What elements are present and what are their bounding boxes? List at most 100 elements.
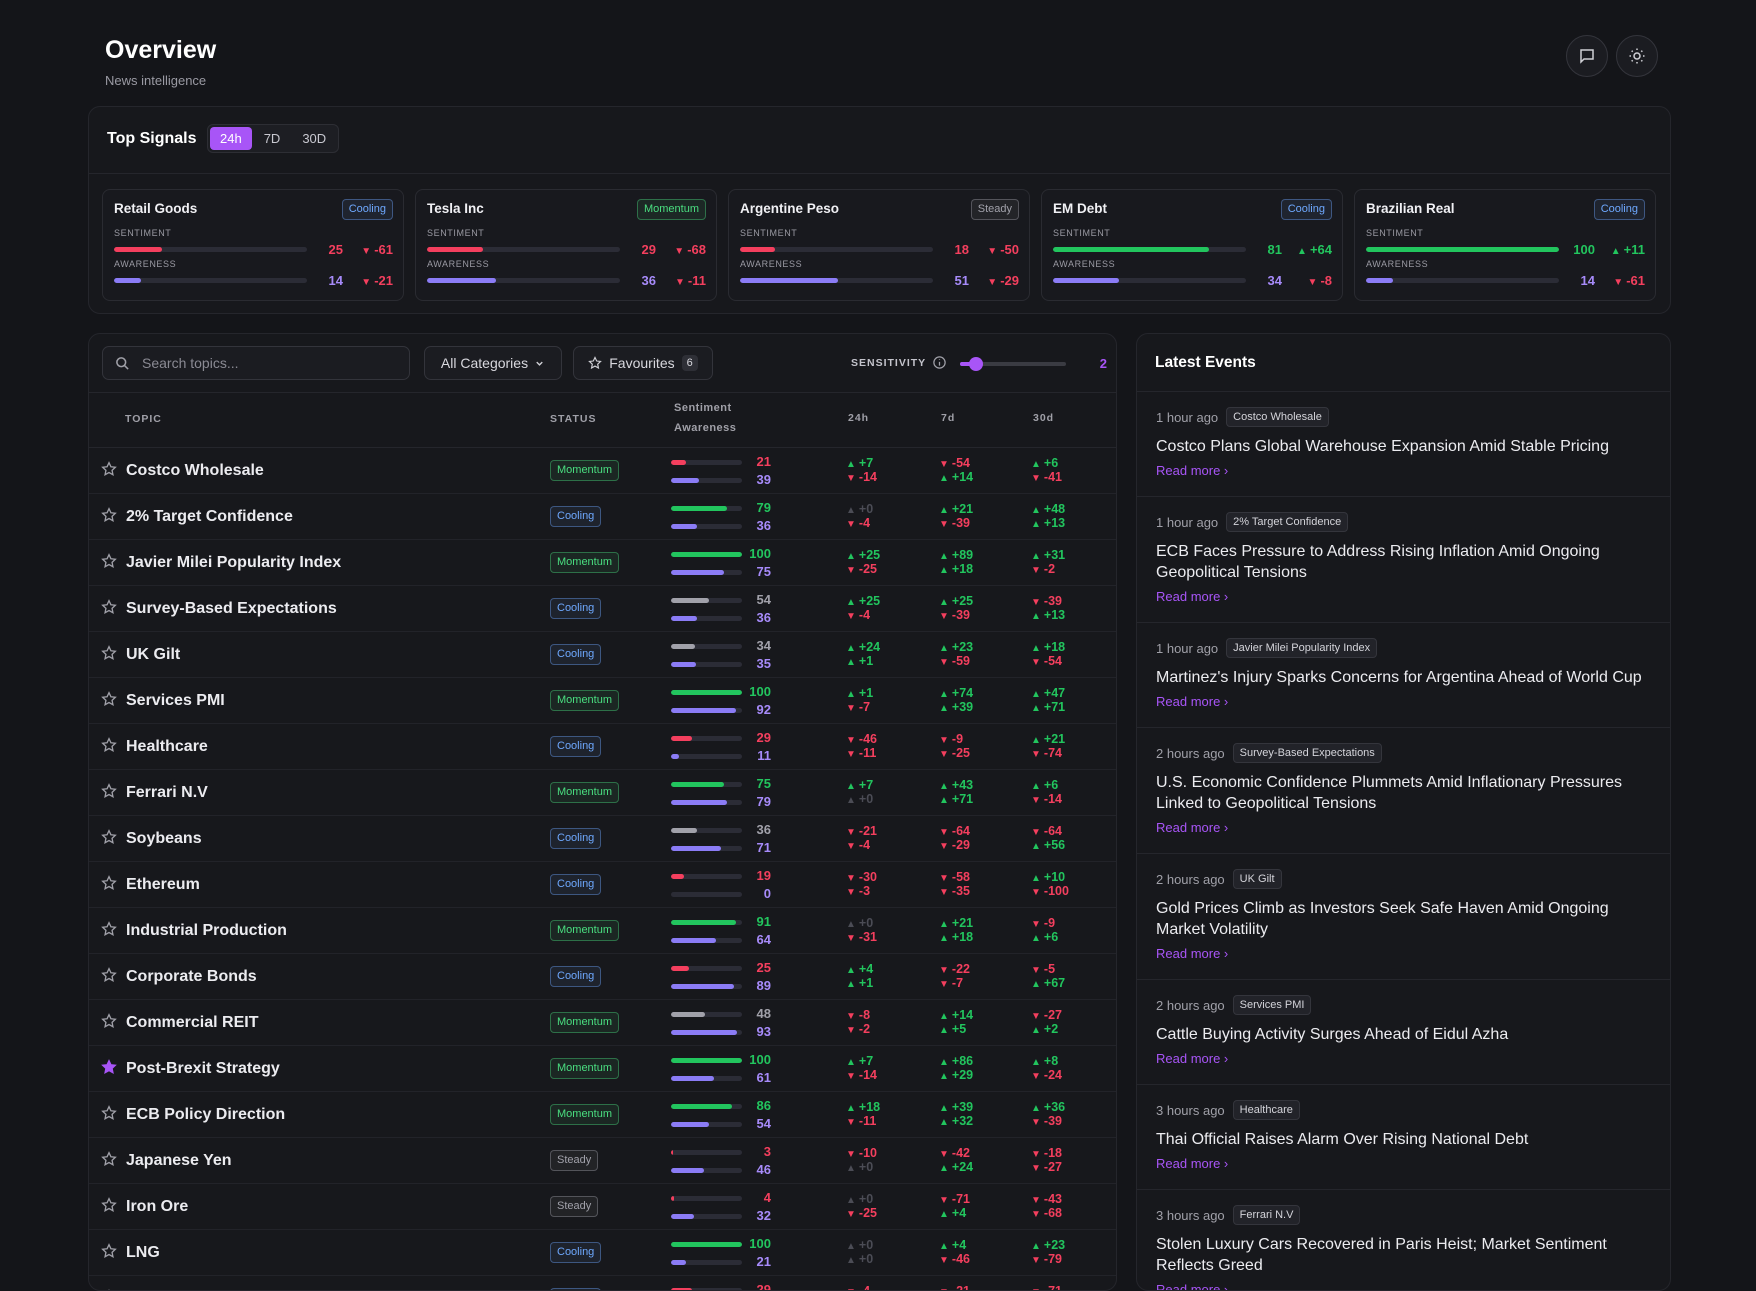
- delta-arrow: ▲: [1031, 643, 1041, 654]
- awareness-value: 11: [757, 748, 771, 763]
- read-more-link[interactable]: Read more ›: [1156, 694, 1229, 709]
- time-tab[interactable]: 7D: [263, 131, 281, 146]
- signal-card[interactable]: Brazilian Real Cooling SENTIMENT 100 ▲ +11 AWA…: [1354, 189, 1656, 301]
- favourite-toggle[interactable]: [101, 461, 117, 477]
- favourite-toggle[interactable]: [101, 599, 117, 615]
- event-headline[interactable]: ECB Faces Pressure to Address Rising Inf…: [1156, 543, 1600, 581]
- delta-value: +21: [951, 916, 974, 930]
- delta-arrow: ▲: [939, 933, 949, 944]
- read-more-link[interactable]: Read more ›: [1156, 463, 1229, 478]
- topic-row[interactable]: Javier Milei Popularity Index Momentum 100…: [89, 540, 1116, 586]
- delta-value: -8: [858, 1008, 871, 1022]
- sentiment-value: 100: [749, 546, 771, 561]
- signal-card[interactable]: Retail Goods Cooling SENTIMENT 25 ▼ -61 AWAREN…: [102, 189, 404, 301]
- info-icon[interactable]: [932, 355, 947, 370]
- delta-arrow: ▼: [846, 841, 856, 852]
- favourite-toggle[interactable]: [101, 875, 117, 891]
- event-headline[interactable]: Thai Official Raises Alarm Over Rising N…: [1156, 1131, 1529, 1148]
- read-more-link[interactable]: Read more ›: [1156, 589, 1229, 604]
- delta-arrow: ▲: [1031, 841, 1041, 852]
- read-more-link[interactable]: Read more ›: [1156, 1156, 1229, 1171]
- topic-row[interactable]: Commercial REIT Momentum 48 93 ▼ -8 ▼ -2 ▲ +14 ▲ +5…: [89, 1000, 1116, 1046]
- theme-button[interactable]: [1616, 35, 1658, 77]
- search-box[interactable]: Search topics...: [102, 346, 410, 380]
- favourite-toggle[interactable]: [101, 1105, 117, 1121]
- read-more-link[interactable]: Read more ›: [1156, 1282, 1229, 1291]
- topic-row[interactable]: Japanese Yen Steady 3 46 ▼ -10 ▲ +0 ▼ -42 ▲ +24 ▼ -18…: [89, 1138, 1116, 1184]
- favourite-toggle[interactable]: [101, 921, 117, 937]
- read-more-link[interactable]: Read more ›: [1156, 820, 1229, 835]
- favourite-toggle[interactable]: [101, 507, 117, 523]
- star-icon: [101, 1105, 117, 1121]
- time-tab[interactable]: 30D: [302, 131, 327, 146]
- topic-row[interactable]: Survey-Based Expectations Cooling 54 36 ▲ +25…: [89, 586, 1116, 632]
- favourite-toggle[interactable]: [101, 1013, 117, 1029]
- delta: ▼ -27: [1031, 1160, 1062, 1176]
- read-more-link[interactable]: Read more ›: [1156, 1051, 1229, 1066]
- delta-arrow: ▼: [939, 827, 949, 838]
- messages-button[interactable]: [1566, 35, 1608, 77]
- topic-row[interactable]: 2% Target Confidence Cooling 79 36 ▲ +0 ▼ -4 ▲ +2…: [89, 494, 1116, 540]
- topic-row[interactable]: Soybeans Cooling 36 71 ▼ -21 ▼ -4 ▼ -64 ▼ -29 ▼ -64 ▲ +…: [89, 816, 1116, 862]
- delta-value: +23: [1043, 1238, 1066, 1252]
- topic-row[interactable]: Iron Ore Steady 4 32 ▲ +0 ▼ -25 ▼ -71 ▲ +4 ▼ -43 ▼ -68: [89, 1184, 1116, 1230]
- favourite-toggle[interactable]: [101, 783, 117, 799]
- favourite-toggle[interactable]: [101, 1059, 117, 1075]
- favourite-toggle[interactable]: [101, 645, 117, 661]
- favourite-toggle[interactable]: [101, 1197, 117, 1213]
- topic-row[interactable]: Services PMI Momentum 100 92 ▲ +1 ▼ -7 ▲ +74 ▲ +39 ▲…: [89, 678, 1116, 724]
- topic-row[interactable]: LNG Cooling 100 21 ▲ +0 ▲ +0 ▲ +4 ▼ -46 ▲ +23 ▼ -79: [89, 1230, 1116, 1276]
- event-headline[interactable]: Martinez's Injury Sparks Concerns for Ar…: [1156, 669, 1642, 686]
- event-headline[interactable]: Costco Plans Global Warehouse Expansion …: [1156, 438, 1609, 455]
- topic-row[interactable]: Ethereum Cooling 19 0 ▼ -30 ▼ -3 ▼ -58 ▼ -35 ▲ +10 ▼ -1…: [89, 862, 1116, 908]
- bar-track: [671, 828, 742, 833]
- favourite-toggle[interactable]: [101, 737, 117, 753]
- topic-row[interactable]: Costco Wholesale Momentum 21 39 ▲ +7 ▼ -14 ▼ -54 ▲…: [89, 448, 1116, 494]
- topic-row[interactable]: Healthcare Cooling 29 11 ▼ -46 ▼ -11 ▼ -9 ▼ -25 ▲ +21…: [89, 724, 1116, 770]
- card-title: EM Debt: [1053, 201, 1107, 216]
- signal-card[interactable]: Argentine Peso Steady SENTIMENT 18 ▼ -50 AWARE…: [728, 189, 1030, 301]
- favourite-toggle[interactable]: [101, 1243, 117, 1259]
- signal-card[interactable]: EM Debt Cooling SENTIMENT 81 ▲ +64 AWARENESS 34…: [1041, 189, 1343, 301]
- slider-knob[interactable]: [969, 357, 983, 371]
- awareness-bar: [671, 616, 697, 621]
- time-tab[interactable]: 24h: [210, 127, 252, 150]
- delta-arrow: ▼: [939, 1195, 949, 1206]
- delta-value: -27: [1043, 1008, 1062, 1022]
- signal-cards: Retail Goods Cooling SENTIMENT 25 ▼ -61 AWAREN…: [102, 189, 1656, 301]
- topic-row[interactable]: ECB Policy Direction Momentum 86 54 ▲ +18 ▼ -11…: [89, 1092, 1116, 1138]
- event-headline[interactable]: U.S. Economic Confidence Plummets Amid I…: [1156, 774, 1622, 812]
- delta-value: +64: [1309, 241, 1332, 257]
- topic-row[interactable]: Post-Brexit Strategy Momentum 100 61 ▲ +7 ▼ -14…: [89, 1046, 1116, 1092]
- topic-row[interactable]: UK Gilt Cooling 34 35 ▲ +24 ▲ +1 ▲ +23 ▼ -59 ▲ +18 ▼ -5…: [89, 632, 1116, 678]
- event-headline[interactable]: Stolen Luxury Cars Recovered in Paris He…: [1156, 1236, 1607, 1274]
- favourite-toggle[interactable]: [101, 553, 117, 569]
- category-filter[interactable]: All Categories: [424, 346, 562, 380]
- sentiment-bar: [671, 1288, 692, 1290]
- delta-arrow: ▼: [939, 965, 949, 976]
- favourite-toggle[interactable]: [101, 691, 117, 707]
- delta-value: +0: [858, 1160, 874, 1174]
- topic-row[interactable]: Credit Card UsageCooling2914▼-4▼-18▼-21▼…: [89, 1276, 1116, 1290]
- topic-row[interactable]: Corporate Bonds Cooling 25 89 ▲ +4 ▲ +1 ▼ -22 ▼ -7 ▼…: [89, 954, 1116, 1000]
- metric-change: ▼ -8: [1282, 273, 1332, 288]
- event-headline[interactable]: Gold Prices Climb as Investors Seek Safe…: [1156, 900, 1609, 938]
- delta-value: +29: [951, 1068, 974, 1082]
- event-headline[interactable]: Cattle Buying Activity Surges Ahead of E…: [1156, 1026, 1509, 1043]
- star-shape: [101, 967, 117, 983]
- favourite-toggle[interactable]: [101, 967, 117, 983]
- favourite-toggle[interactable]: [101, 829, 117, 845]
- favourites-filter[interactable]: Favourites 6: [573, 346, 713, 380]
- divider: [89, 447, 1116, 448]
- metric-change: ▼ -50: [969, 242, 1019, 257]
- sentiment-bar: [671, 506, 728, 511]
- topic-rows: Costco Wholesale Momentum 21 39 ▲ +7 ▼ -14 ▼ -54 ▲…: [89, 448, 1116, 1290]
- topic-row[interactable]: Ferrari N.V Momentum 75 79 ▲ +7 ▲ +0 ▲ +43 ▲ +71 ▲ +6…: [89, 770, 1116, 816]
- delta-value: +18: [951, 930, 974, 944]
- signal-card[interactable]: Tesla Inc Momentum SENTIMENT 29 ▼ -68 AWARENES…: [415, 189, 717, 301]
- delta: ▼ -25: [846, 562, 877, 578]
- delta: ▼ -25: [939, 746, 970, 762]
- favourite-toggle[interactable]: [101, 1151, 117, 1167]
- topic-row[interactable]: Industrial Production Momentum 91 64 ▲ +0 ▼ -31…: [89, 908, 1116, 954]
- read-more-link[interactable]: Read more ›: [1156, 946, 1229, 961]
